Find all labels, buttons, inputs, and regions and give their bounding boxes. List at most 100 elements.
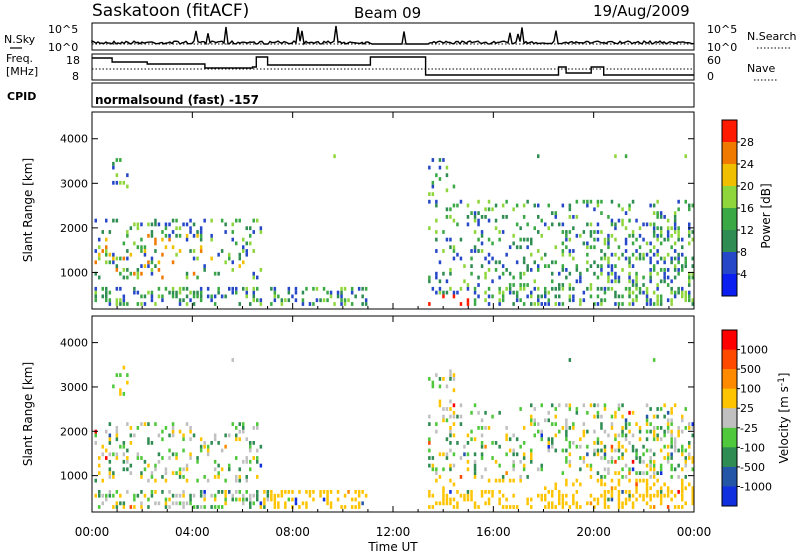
range-cell <box>537 429 540 434</box>
range-cell <box>140 490 143 494</box>
range-cell <box>171 501 175 506</box>
range-cell <box>199 448 203 453</box>
range-cell <box>684 260 687 265</box>
range-cell <box>431 192 435 196</box>
range-cell <box>196 290 199 295</box>
range-cell <box>561 283 565 287</box>
range-cell <box>681 478 684 483</box>
range-cell <box>610 286 614 291</box>
range-cell <box>456 252 459 257</box>
range-cell <box>228 467 231 472</box>
range-cell <box>157 501 161 506</box>
range-cell <box>143 245 147 250</box>
range-cell <box>126 380 129 385</box>
range-cell <box>164 505 168 509</box>
range-cell <box>256 286 259 291</box>
range-cell <box>631 459 635 464</box>
range-cell <box>473 215 477 219</box>
range-cell <box>596 237 600 242</box>
range-cell <box>659 501 663 506</box>
range-cell <box>519 283 522 287</box>
range-cell <box>586 199 589 204</box>
range-cell <box>449 399 452 404</box>
range-cell <box>203 493 206 498</box>
range-cell <box>652 475 656 479</box>
range-cell <box>217 290 220 295</box>
range-cell <box>326 497 329 502</box>
range-cell <box>610 490 614 494</box>
range-cell <box>593 230 596 234</box>
range-cell <box>105 260 108 265</box>
range-cell <box>340 294 343 299</box>
range-cell <box>445 501 449 506</box>
range-cell <box>600 256 603 261</box>
range-cell <box>515 245 519 250</box>
range-cell <box>652 459 656 464</box>
range-cell <box>554 215 557 219</box>
range-cell <box>593 403 596 408</box>
range-cell <box>656 286 659 291</box>
range-cell <box>522 283 526 287</box>
nave-tick-bottom: 0 <box>707 70 714 83</box>
range-cell <box>185 422 189 426</box>
range-cell <box>487 252 491 257</box>
range-cell <box>607 237 610 242</box>
range-cell <box>684 475 687 479</box>
range-cell <box>463 279 466 284</box>
range-cell <box>607 271 610 276</box>
range-cell <box>477 237 480 242</box>
range-cell <box>199 237 203 242</box>
range-cell <box>480 418 484 423</box>
range-cell <box>610 252 614 257</box>
range-cell <box>431 286 435 291</box>
range-cell <box>652 437 656 442</box>
range-cell <box>171 422 175 426</box>
range-cell <box>593 260 596 265</box>
range-cell <box>259 230 263 234</box>
range-cell <box>242 459 245 464</box>
range-cell <box>544 418 547 423</box>
range-cell <box>357 490 361 494</box>
range-cell <box>565 426 568 430</box>
range-cell <box>656 271 659 276</box>
range-cell <box>484 426 487 430</box>
noise-tick-top-right: 10^5 <box>707 23 737 36</box>
range-cell <box>614 471 617 475</box>
range-cell <box>596 222 600 227</box>
range-cell <box>452 203 456 208</box>
range-cell <box>256 497 259 502</box>
range-cell <box>561 222 565 227</box>
range-cell <box>649 260 652 265</box>
range-cell <box>691 497 694 502</box>
range-cell <box>98 256 101 261</box>
range-cell <box>487 497 491 502</box>
range-cell <box>449 414 452 419</box>
range-cell <box>228 252 231 257</box>
range-cell <box>161 437 164 442</box>
range-cell <box>649 493 652 498</box>
range-cell <box>526 264 529 268</box>
range-cell <box>210 493 213 498</box>
range-cell <box>273 290 277 295</box>
range-cell <box>610 422 614 426</box>
range-cell <box>133 290 136 295</box>
range-cell <box>659 493 663 498</box>
range-cell <box>249 241 252 246</box>
range-cell <box>115 505 119 509</box>
range-cell <box>628 441 631 445</box>
range-cell <box>579 437 582 442</box>
range-cell <box>684 264 687 268</box>
range-cell <box>473 501 477 506</box>
range-cell <box>182 505 185 509</box>
range-cell <box>568 203 572 208</box>
range-cell <box>140 471 143 475</box>
range-cell <box>224 260 227 265</box>
range-cell <box>579 275 582 280</box>
range-cell <box>459 456 463 460</box>
power-cells <box>94 154 694 306</box>
range-cell <box>621 429 624 434</box>
range-cell <box>122 365 126 370</box>
range-cell <box>192 222 196 227</box>
range-cell <box>466 490 470 494</box>
